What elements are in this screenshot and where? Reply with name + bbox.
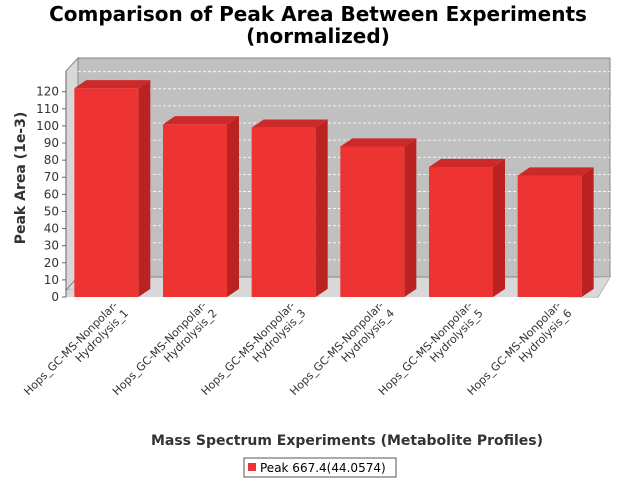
bar-front bbox=[251, 127, 316, 297]
y-axis: 0 10 20 30 40 50 60 70 80 90 100 110 120 bbox=[36, 71, 67, 304]
legend: Peak 667.4(44.0574) bbox=[243, 457, 397, 478]
y-tick-label: 20 bbox=[44, 256, 59, 270]
x-axis: Hops_GC-MS-Nonpolar-Hydrolysis_1Hops_GC-… bbox=[21, 299, 574, 398]
chart-title: Comparison of Peak Area Between Experime… bbox=[49, 2, 587, 26]
y-tick-label: 80 bbox=[44, 153, 59, 167]
bar-side bbox=[493, 158, 505, 297]
bar-side bbox=[227, 116, 239, 297]
bar bbox=[74, 80, 151, 297]
y-tick-label: 50 bbox=[44, 204, 59, 218]
bar-top bbox=[517, 167, 594, 176]
bar bbox=[429, 158, 505, 297]
bar-side bbox=[404, 138, 417, 297]
y-tick-label: 10 bbox=[44, 273, 59, 287]
y-tick-label: 60 bbox=[44, 187, 59, 201]
y-tick-label: 30 bbox=[44, 239, 59, 253]
y-tick-label: 40 bbox=[44, 222, 59, 236]
bar-top bbox=[340, 138, 417, 147]
legend-swatch bbox=[248, 463, 256, 471]
bar-side bbox=[315, 119, 328, 297]
bar-front bbox=[429, 166, 493, 297]
bars bbox=[74, 80, 594, 297]
legend-box bbox=[243, 457, 397, 478]
bar bbox=[517, 167, 594, 297]
legend-label: Peak 667.4(44.0574) bbox=[260, 461, 386, 475]
y-tick-label: 100 bbox=[36, 119, 59, 133]
bar-side bbox=[581, 167, 594, 297]
bar-side bbox=[138, 80, 151, 297]
bar bbox=[251, 119, 328, 297]
bar bbox=[340, 138, 417, 297]
y-tick-label: 90 bbox=[44, 136, 59, 150]
y-tick-label: 70 bbox=[44, 170, 59, 184]
bar-front bbox=[74, 88, 139, 297]
bar-top bbox=[74, 80, 151, 89]
bar-top bbox=[251, 119, 328, 128]
chart-subtitle: (normalized) bbox=[246, 24, 390, 48]
bar bbox=[163, 116, 239, 297]
y-tick-label: 0 bbox=[51, 290, 59, 304]
bar-top bbox=[429, 158, 505, 167]
bar-front bbox=[340, 146, 405, 297]
y-tick-label: 120 bbox=[36, 85, 59, 99]
bar-front bbox=[517, 175, 582, 297]
bar-top bbox=[163, 116, 239, 125]
x-axis-label: Mass Spectrum Experiments (Metabolite Pr… bbox=[151, 433, 543, 449]
bar-front bbox=[163, 124, 227, 297]
y-axis-label: Peak Area (1e-3) bbox=[13, 112, 29, 245]
y-tick-label: 110 bbox=[36, 102, 59, 116]
